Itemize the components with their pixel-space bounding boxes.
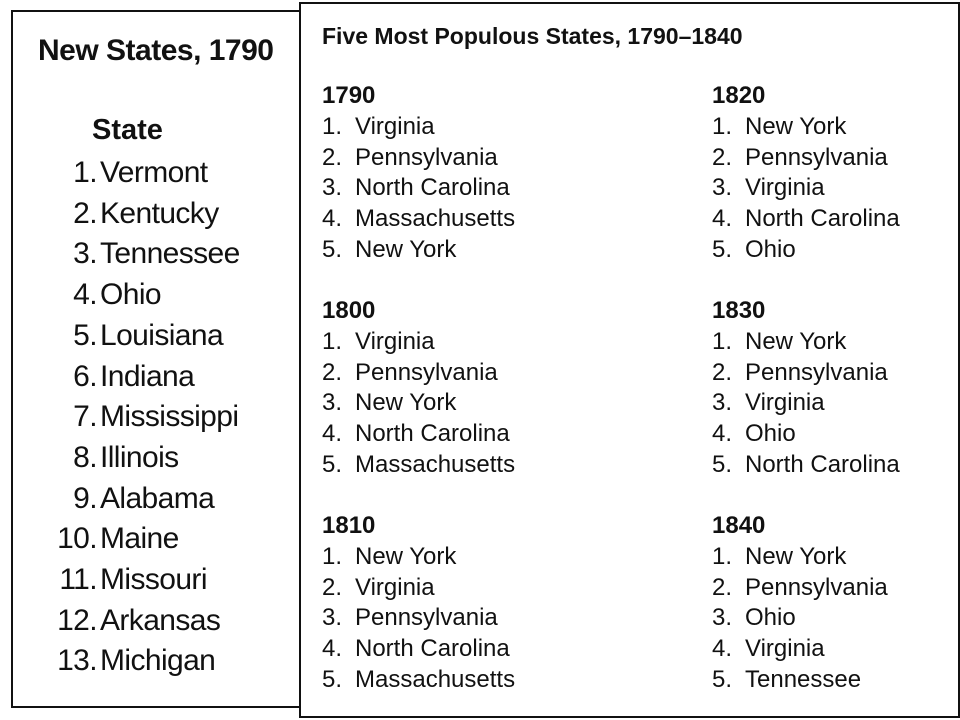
item-name: Louisiana <box>100 318 224 352</box>
item-rank: 11. <box>59 563 97 596</box>
section-item: North Carolina <box>355 420 510 448</box>
section-item: 5. <box>322 665 343 693</box>
item-rank: 8. <box>73 440 97 474</box>
section-item: North Carolina <box>355 174 510 202</box>
section-item: 3. <box>322 389 343 417</box>
section-item: 1. <box>322 113 343 140</box>
item-rank: 6. <box>73 359 97 393</box>
section-year: 1810 <box>322 512 376 539</box>
section-item: North Carolina <box>355 635 510 663</box>
section-item: North Carolina <box>745 450 900 478</box>
section-year: 1820 <box>712 82 766 109</box>
section-item: 1. <box>712 328 733 355</box>
item-name: Arkansas <box>100 603 221 637</box>
item-name: Ohio <box>100 278 162 312</box>
section-item: 2. <box>322 143 343 171</box>
populous-panel: Five Most Populous States, 1790–1840 179… <box>299 2 960 718</box>
section-item: Virginia <box>745 635 825 663</box>
section-item: Ohio <box>745 420 796 448</box>
section-item: Virginia <box>745 174 825 202</box>
section-item: Massachusetts <box>355 205 516 233</box>
section-year: 1840 <box>712 512 766 539</box>
section-item: 4. <box>712 205 733 233</box>
section-item: Ohio <box>745 604 796 632</box>
section-item: Ohio <box>745 235 796 263</box>
section-item: 3. <box>322 604 343 632</box>
column-header: State <box>92 114 163 146</box>
section-item: New York <box>745 543 847 570</box>
section-item: North Carolina <box>745 205 900 233</box>
section-item: 2. <box>712 573 733 601</box>
section-item: 4. <box>322 205 343 233</box>
section-item: 2. <box>712 143 733 171</box>
item-rank: 4. <box>73 278 97 312</box>
section-item: 4. <box>712 420 733 448</box>
item-rank: 2. <box>73 196 97 230</box>
section-item: 2. <box>322 573 343 601</box>
item-rank: 13. <box>57 644 98 678</box>
panel-title: Five Most Populous States, 1790–1840 <box>322 23 743 49</box>
section-item: Pennsylvania <box>355 358 498 386</box>
section-item: 2. <box>712 358 733 386</box>
section-item: Massachusetts <box>355 665 516 693</box>
section-item: 1. <box>322 543 343 570</box>
section-item: 2. <box>322 358 343 386</box>
item-name: Tennessee <box>100 237 240 271</box>
section-item: New York <box>745 113 847 140</box>
item-rank: 5. <box>73 318 97 352</box>
section-item: Pennsylvania <box>745 358 888 386</box>
section-year: 1830 <box>712 297 766 324</box>
item-rank: 12. <box>57 603 98 637</box>
new-states-panel: New States, 1790 State 1. Vermont 2. Kentuc… <box>11 10 345 708</box>
section-item: 3. <box>712 174 733 202</box>
item-name: Missouri <box>100 563 207 596</box>
section-item: Virginia <box>745 389 825 417</box>
section-item: 5. <box>712 450 733 478</box>
section-item: Massachusetts <box>355 450 516 478</box>
section-item: Pennsylvania <box>355 143 498 171</box>
item-rank: 9. <box>73 481 97 515</box>
item-name: Michigan <box>100 644 216 678</box>
section-item: Pennsylvania <box>745 143 888 171</box>
item-name: Mississippi <box>100 400 239 434</box>
section-item: 5. <box>712 235 733 263</box>
section-item: 1. <box>712 543 733 570</box>
section-item: New York <box>745 328 847 355</box>
section-item: 3. <box>712 604 733 632</box>
section-item: 5. <box>322 235 343 263</box>
item-rank: 3. <box>73 237 97 271</box>
section-item: Pennsylvania <box>745 573 888 601</box>
section-item: 4. <box>322 420 343 448</box>
section-item: Pennsylvania <box>355 604 498 632</box>
section-item: Virginia <box>355 573 435 601</box>
section-item: 5. <box>322 450 343 478</box>
section-item: New York <box>355 543 457 570</box>
section-item: New York <box>355 235 457 263</box>
section-year: 1790 <box>322 82 376 109</box>
section-item: Virginia <box>355 113 435 140</box>
section-item: New York <box>355 389 457 417</box>
item-rank: 1. <box>73 156 97 189</box>
item-rank: 10. <box>57 522 98 556</box>
item-name: Illinois <box>100 440 179 474</box>
section-item: 4. <box>322 635 343 663</box>
item-rank: 7. <box>73 400 97 434</box>
section-item: 3. <box>322 174 343 202</box>
item-name: Maine <box>100 522 179 556</box>
item-name: Vermont <box>100 156 208 189</box>
item-name: Kentucky <box>100 196 219 230</box>
section-year: 1800 <box>322 297 376 324</box>
section-item: Virginia <box>355 328 435 355</box>
section-item: 3. <box>712 389 733 417</box>
section-item: 1. <box>712 113 733 140</box>
item-name: Indiana <box>100 359 195 393</box>
item-name: Alabama <box>100 481 215 515</box>
section-item: 1. <box>322 328 343 355</box>
section-item: Tennessee <box>745 665 862 693</box>
panel-title: New States, 1790 <box>38 34 274 67</box>
section-item: 4. <box>712 635 733 663</box>
section-item: 5. <box>712 665 733 693</box>
